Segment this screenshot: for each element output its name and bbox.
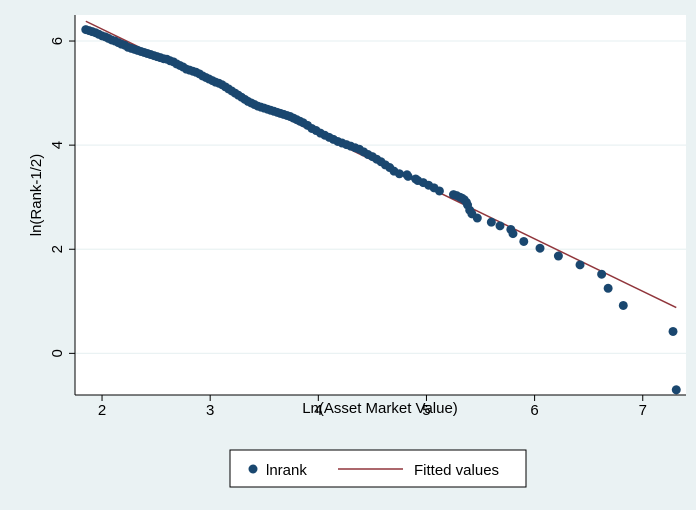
x-axis: 2 3 4 5 6 7 [75, 394, 686, 419]
y-tick-label: 2 [49, 245, 66, 253]
data-point [553, 251, 563, 261]
scatter-points [81, 25, 681, 395]
x-tick-label: 7 [639, 402, 647, 419]
data-point [618, 300, 628, 310]
grid-lines [75, 40, 686, 354]
x-tick-label: 6 [530, 402, 538, 419]
y-axis: 0 2 4 6 [49, 15, 76, 395]
data-point [508, 229, 518, 239]
data-point [519, 236, 529, 246]
y-axis-label: ln(Rank-1/2) [28, 154, 45, 237]
y-tick-label: 0 [49, 349, 66, 357]
data-point [575, 260, 585, 270]
y-tick-label: 6 [49, 37, 66, 45]
data-point [472, 213, 482, 223]
x-tick-label: 5 [422, 402, 430, 419]
data-point [671, 385, 681, 395]
legend-label-fitted: Fitted values [414, 462, 499, 479]
data-point [668, 326, 678, 336]
legend: lnrank Fitted values [229, 449, 527, 488]
data-point [603, 283, 613, 293]
plot-area [75, 15, 686, 395]
data-point [394, 169, 404, 179]
legend-marker-lnrank [248, 464, 258, 474]
x-tick-label: 2 [98, 402, 106, 419]
data-point [597, 269, 607, 279]
data-point [434, 186, 444, 196]
legend-label-lnrank: lnrank [266, 462, 307, 479]
data-point [403, 171, 413, 181]
data-point [495, 221, 505, 231]
x-axis-label: Ln(Asset Market Value) [302, 400, 458, 417]
y-tick-label: 4 [49, 141, 66, 149]
data-point [486, 217, 496, 227]
x-tick-label: 3 [206, 402, 214, 419]
data-point [535, 243, 545, 253]
x-tick-label: 4 [314, 402, 322, 419]
